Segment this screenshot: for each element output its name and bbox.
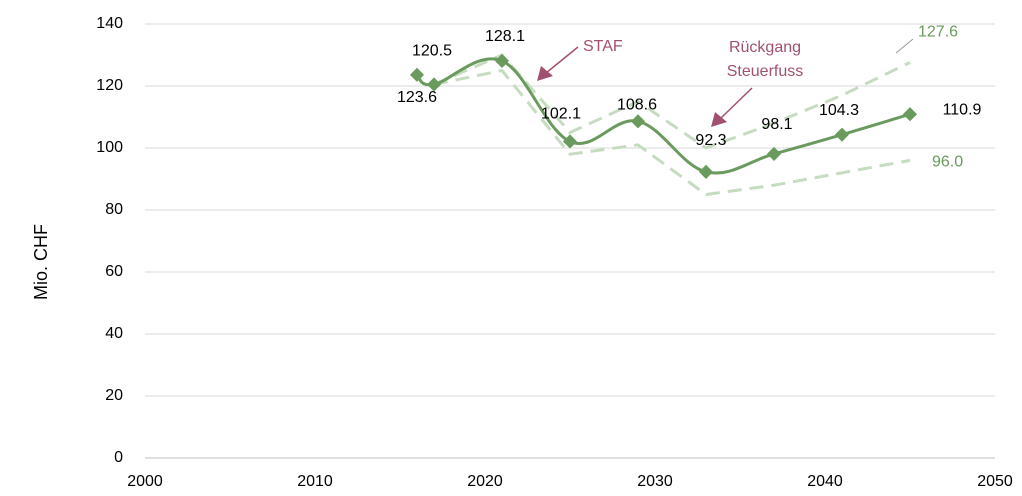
marker [766, 146, 782, 161]
x-tick-label: 2050 [977, 473, 1013, 490]
x-tick-label: 2020 [467, 473, 503, 490]
y-tick-label: 120 [96, 77, 123, 94]
data-label: 128.1 [485, 28, 525, 45]
data-label: 104.3 [819, 102, 859, 119]
y-tick-label: 0 [114, 449, 123, 466]
arrow-line [720, 87, 753, 119]
y-tick-label: 60 [105, 263, 123, 280]
x-tick-label: 2040 [807, 473, 843, 490]
annotation: Rückgang [729, 39, 801, 56]
data-label: 92.3 [695, 132, 726, 149]
annotation: STAF [583, 38, 623, 55]
marker [630, 114, 646, 129]
y-tick-label: 40 [105, 325, 123, 342]
data-label: 110.9 [943, 101, 982, 118]
y-tick-label: 80 [105, 201, 123, 218]
data-label: 123.6 [397, 89, 437, 106]
data-label: 96.0 [932, 154, 963, 171]
arrow-head [537, 66, 553, 81]
data-label: 120.5 [412, 43, 452, 60]
y-axis-label: Mio. CHF [31, 224, 51, 300]
data-label: 108.6 [617, 97, 657, 114]
data-label: 102.1 [541, 106, 581, 123]
data-label: 98.1 [761, 116, 792, 133]
x-tick-label: 2010 [297, 473, 333, 490]
annotation: Steuerfuss [727, 63, 803, 80]
data-label: 127.6 [918, 24, 958, 41]
marker [902, 107, 918, 122]
marker [698, 164, 714, 179]
y-tick-label: 140 [96, 15, 123, 32]
marker [834, 127, 850, 142]
arrow-line [545, 46, 579, 74]
y-tick-label: 100 [96, 139, 123, 156]
x-tick-label: 2030 [637, 473, 673, 490]
marker [562, 134, 578, 149]
series-line [433, 68, 911, 197]
arrow-head [711, 112, 727, 127]
marker [494, 53, 510, 68]
marker [426, 77, 442, 92]
leader-line [895, 38, 914, 54]
x-tick-label: 2000 [127, 473, 163, 490]
y-tick-label: 20 [105, 387, 123, 404]
marker [409, 67, 425, 82]
annotation-arrows [537, 38, 914, 127]
